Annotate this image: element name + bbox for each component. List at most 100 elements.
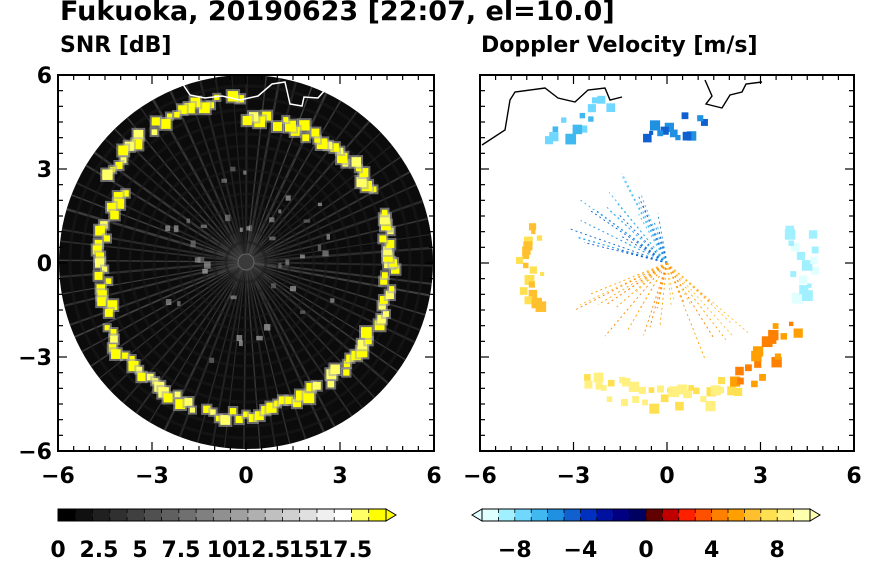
echo-cell — [313, 381, 321, 390]
echo-cell — [243, 411, 249, 418]
velocity-streak — [609, 210, 668, 264]
echo-cell — [248, 414, 257, 422]
velocity-streak — [666, 262, 734, 337]
echo-cell — [306, 382, 315, 392]
echo-cell — [114, 198, 125, 209]
velocity-cell — [536, 235, 543, 241]
echo-cell — [330, 143, 339, 152]
echo-cell — [189, 407, 196, 413]
velocity-cell — [730, 376, 741, 387]
x-tick-label: 0 — [659, 464, 674, 489]
echo-cell — [278, 396, 287, 405]
velocity-cell — [528, 289, 538, 299]
colorbar-swatch — [564, 509, 581, 521]
clutter-speck — [285, 195, 291, 201]
velocity-cell — [752, 346, 764, 357]
colorbar-swatch — [777, 509, 795, 521]
velocity-cell — [788, 240, 794, 246]
velocity-cell — [675, 401, 684, 411]
velocity-streak — [579, 262, 668, 306]
echo-cell — [227, 91, 239, 102]
velocity-cell — [593, 372, 604, 383]
range-ring-noise — [176, 192, 316, 332]
colorbar-swatch — [127, 509, 145, 521]
velocity-cell — [788, 321, 794, 327]
snr-noise-rays — [59, 75, 433, 449]
velocity-cell — [790, 271, 797, 278]
velocity-cell — [561, 117, 567, 123]
x-tick-label: 6 — [426, 464, 441, 489]
velocity-cell — [643, 133, 652, 143]
velocity-cell — [591, 97, 598, 104]
echo-cell — [337, 152, 348, 164]
colorbar-label: 5 — [132, 538, 147, 563]
echo-cell — [314, 136, 320, 143]
echo-cell — [379, 214, 390, 225]
colorbar-swatch — [744, 509, 762, 521]
velocity-cell — [791, 242, 800, 252]
range-ring-noise — [164, 180, 328, 344]
velocity-streak — [666, 262, 692, 306]
range-ring-noise — [116, 132, 376, 392]
clutter-speck — [303, 219, 311, 223]
snr-axis-ticks — [57, 74, 435, 452]
velocity-cell — [693, 387, 700, 395]
velocity-streak — [590, 262, 668, 295]
range-ring-noise — [140, 156, 352, 368]
velocity-cell — [656, 385, 664, 393]
colorbar-swatch — [144, 509, 163, 521]
velocity-cell — [751, 380, 758, 388]
velocity-streak — [666, 262, 727, 340]
velocity-cell — [524, 275, 535, 285]
colorbar-swatch — [178, 509, 197, 521]
velocity-cell — [801, 260, 813, 271]
velocity-cell — [649, 130, 654, 135]
colorbar-swatch — [498, 509, 516, 521]
colorbar-swatch — [92, 509, 111, 521]
echo-cell — [381, 209, 388, 216]
echo-cell — [343, 369, 350, 376]
velocity-streak — [597, 262, 668, 306]
colorbar-swatch — [711, 509, 729, 521]
colorbar-swatch — [695, 509, 713, 521]
echo-cell — [383, 310, 389, 317]
velocity-cell — [649, 120, 661, 131]
echo-cell — [102, 169, 113, 180]
velocity-streak — [666, 262, 675, 303]
echo-cell — [137, 372, 146, 382]
velocity-cell — [540, 271, 545, 277]
clutter-speck — [326, 234, 330, 240]
clutter-speck — [239, 227, 243, 232]
echo-cell — [113, 192, 123, 201]
echo-cell — [184, 398, 193, 406]
velocity-cell — [677, 384, 688, 395]
clutter-speck — [243, 170, 247, 175]
echo-cell — [174, 391, 181, 398]
velocity-streak — [635, 262, 668, 294]
velocity-cell — [717, 386, 724, 394]
x-tick-label: 3 — [753, 464, 768, 489]
echo-cell — [266, 402, 277, 413]
x-tick-label: 0 — [238, 464, 253, 489]
velocity-cell — [638, 386, 646, 395]
y-tick-label: 6 — [37, 64, 52, 89]
velocity-cell — [649, 403, 660, 414]
velocity-cell — [579, 112, 586, 119]
colorbar-extend-max — [809, 508, 821, 522]
colorbar-label: 4 — [704, 538, 719, 563]
colorbar-label: 12.5 — [236, 538, 290, 563]
echo-cell — [129, 355, 135, 362]
velocity-cell — [572, 124, 583, 135]
colorbar-swatch — [613, 509, 631, 521]
echo-cell — [357, 339, 368, 350]
echo-cell — [311, 128, 320, 137]
snr-coastline — [179, 79, 326, 107]
clutter-speck — [317, 244, 322, 251]
velocity-cell — [710, 385, 721, 396]
velocity-cell — [584, 380, 593, 389]
clutter-speck — [230, 295, 237, 300]
velocity-cell — [772, 323, 779, 329]
range-ring-noise — [68, 84, 424, 440]
clutter-speck — [269, 217, 275, 223]
